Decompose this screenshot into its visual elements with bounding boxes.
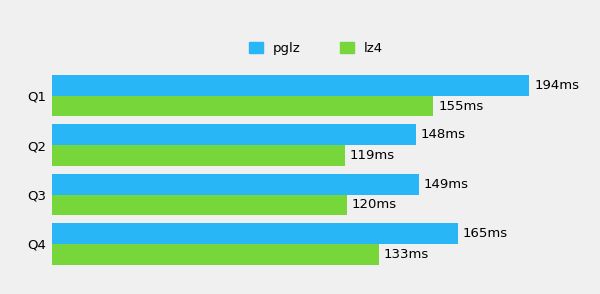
Text: 119ms: 119ms bbox=[350, 149, 395, 162]
Legend: pglz, lz4: pglz, lz4 bbox=[244, 37, 389, 60]
Text: 133ms: 133ms bbox=[384, 248, 430, 261]
Bar bbox=[52, 96, 433, 116]
Bar bbox=[52, 223, 458, 244]
Text: 148ms: 148ms bbox=[421, 128, 466, 141]
Text: 165ms: 165ms bbox=[463, 227, 508, 240]
Bar bbox=[52, 145, 344, 166]
Bar bbox=[52, 195, 347, 215]
Text: 149ms: 149ms bbox=[424, 178, 469, 191]
Text: 155ms: 155ms bbox=[438, 100, 484, 113]
Bar bbox=[52, 124, 416, 145]
Bar bbox=[52, 75, 529, 96]
Text: 120ms: 120ms bbox=[352, 198, 397, 211]
Bar bbox=[52, 244, 379, 265]
Text: 194ms: 194ms bbox=[534, 79, 579, 92]
Bar bbox=[52, 174, 419, 195]
